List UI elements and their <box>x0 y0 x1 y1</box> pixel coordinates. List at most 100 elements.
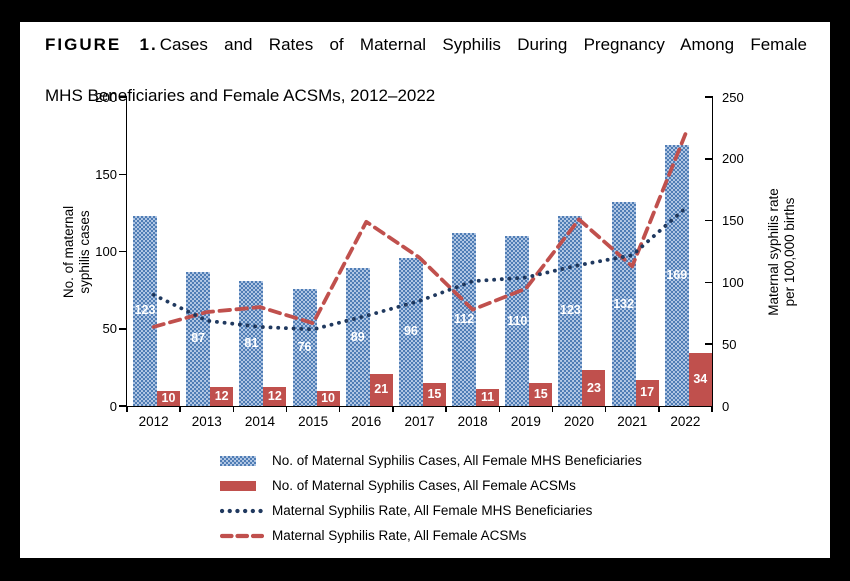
acsm-cases-bar: 17 <box>635 379 659 406</box>
acsm-cases-bar-value: 17 <box>640 385 655 400</box>
mhs-cases-bar-value: 81 <box>244 335 259 350</box>
x-axis-tick <box>392 406 394 412</box>
mhs-cases-bar: 169 <box>664 144 689 406</box>
figure-page: FIGURE 1. Cases and Rates of Maternal Syp… <box>20 22 830 558</box>
x-axis-tick <box>126 406 128 412</box>
x-tick-label: 2015 <box>298 414 329 429</box>
legend-item-label: Maternal Syphilis Rate, All Female ACSMs <box>272 528 527 543</box>
right-axis-line <box>711 96 714 407</box>
legend-item-label: Maternal Syphilis Rate, All Female MHS B… <box>272 503 593 518</box>
x-axis-tick <box>604 406 607 412</box>
figure-title-line2: MHS Beneficiaries and Female ACSMs, 2012… <box>45 86 436 105</box>
right-axis-tick-label: 0 <box>722 398 730 414</box>
legend-item-0: No. of Maternal Syphilis Cases, All Fema… <box>220 448 642 473</box>
x-axis-line <box>125 405 713 408</box>
acsm-cases-bar-value: 15 <box>533 386 548 401</box>
right-axis-tick <box>705 343 712 345</box>
acsm-cases-bar-value: 10 <box>321 390 335 405</box>
mhs-cases-bar: 87 <box>186 271 211 406</box>
mhs-cases-bar-value: 123 <box>560 303 581 318</box>
legend-item-2: Maternal Syphilis Rate, All Female MHS B… <box>220 498 642 523</box>
rate-lines-layer <box>151 132 688 332</box>
right-axis-title-line2: per 100,000 births <box>782 197 797 307</box>
mhs-cases-bar: 96 <box>398 257 423 406</box>
mhs-cases-bar-value: 112 <box>453 311 475 326</box>
acsm-cases-bar: 21 <box>369 373 393 406</box>
acsm-cases-bar-value: 12 <box>214 389 229 404</box>
acsm-cases-bar-value: 10 <box>161 390 176 405</box>
legend-item-1: No. of Maternal Syphilis Cases, All Fema… <box>220 473 642 498</box>
x-tick-label: 2017 <box>404 414 435 429</box>
left-axis-tick <box>119 250 126 253</box>
acsm-cases-bar: 23 <box>582 370 606 406</box>
right-axis-title: Maternal syphilis rate per 100,000 birth… <box>766 142 800 362</box>
x-tick-label: 2018 <box>457 414 488 429</box>
right-axis-tick <box>705 158 712 160</box>
red-solid-legend-swatch <box>220 480 264 491</box>
left-axis-tick <box>119 173 126 175</box>
right-axis-tick <box>705 405 712 407</box>
x-axis-tick <box>711 406 713 412</box>
mhs-rate-line <box>151 206 688 332</box>
chart-legend: No. of Maternal Syphilis Cases, All Fema… <box>220 448 642 548</box>
x-tick-label: 2013 <box>191 414 222 429</box>
left-axis-tick-label: 100 <box>95 244 117 259</box>
mhs-cases-bar: 89 <box>345 268 370 406</box>
acsm-cases-bar: 12 <box>210 387 234 406</box>
figure-title-line1: FIGURE 1. Cases and Rates of Maternal Syp… <box>45 32 807 84</box>
x-tick-label: 2022 <box>670 414 701 429</box>
x-axis-tick <box>179 406 181 412</box>
x-axis-tick <box>551 406 554 412</box>
mhs-cases-bar-value: 110 <box>507 313 528 328</box>
x-axis-tick <box>445 406 447 412</box>
mhs-cases-bar-value: 169 <box>666 267 688 282</box>
mhs-cases-bar-value: 89 <box>350 329 365 344</box>
mhs-cases-bar-value: 76 <box>297 339 312 354</box>
mhs-cases-bar: 81 <box>239 280 264 406</box>
x-tick-label: 2020 <box>564 414 595 429</box>
mhs-cases-bar-value: 87 <box>191 331 206 346</box>
x-axis-tick <box>658 406 660 412</box>
right-axis-tick-label: 50 <box>722 336 737 352</box>
acsm-cases-bar: 10 <box>157 390 180 406</box>
acsm-cases-bar: 12 <box>263 387 287 406</box>
x-axis-tick <box>338 406 341 412</box>
x-tick-label: 2021 <box>617 414 648 429</box>
red-dashed-swatch-line <box>220 533 264 538</box>
mhs-cases-bar-value: 123 <box>134 303 156 318</box>
navy-dotted-swatch-line <box>220 508 264 513</box>
left-axis-line <box>125 96 128 407</box>
navy-dotted-legend-swatch <box>220 505 264 517</box>
right-axis-title-line1: Maternal syphilis rate <box>766 188 781 316</box>
legend-item-label: No. of Maternal Syphilis Cases, All Fema… <box>272 478 576 493</box>
x-tick-label: 2014 <box>244 414 275 429</box>
mhs-cases-bar: 76 <box>292 288 317 406</box>
figure-title: FIGURE 1. Cases and Rates of Maternal Syp… <box>45 32 807 108</box>
mhs-cases-bar-value: 96 <box>403 324 418 339</box>
chart-area: No. of maternal syphilis cases Maternal … <box>20 22 830 558</box>
mhs-cases-bar: 110 <box>505 236 530 406</box>
right-axis-tick-label: 250 <box>722 89 744 105</box>
mhs-cases-bar-value: 132 <box>613 296 635 311</box>
figure-title-text1: Cases and Rates of Maternal Syphilis Dur… <box>159 35 808 54</box>
left-axis-tick <box>119 328 126 330</box>
legend-item-3: Maternal Syphilis Rate, All Female ACSMs <box>220 523 642 548</box>
mhs-cases-bar: 132 <box>611 202 636 406</box>
acsm-cases-bar: 11 <box>476 389 500 406</box>
red-solid-swatch-rect <box>220 480 256 491</box>
left-axis-tick <box>119 405 126 407</box>
mhs-cases-bar: 123 <box>133 215 157 406</box>
right-axis-tick-label: 100 <box>722 274 744 290</box>
acsm-cases-bar: 15 <box>529 382 553 406</box>
mhs-cases-bar: 123 <box>558 215 583 406</box>
legend-item-label: No. of Maternal Syphilis Cases, All Fema… <box>272 453 642 468</box>
acsm-rate-line <box>151 132 688 329</box>
mhs-cases-bar: 112 <box>452 232 477 406</box>
acsm-cases-bar-value: 34 <box>693 372 708 387</box>
left-axis-tick-label: 200 <box>95 89 117 105</box>
acsm-cases-bar-value: 21 <box>374 382 389 397</box>
left-axis-tick <box>119 96 126 98</box>
blue-pattern-swatch-rect <box>220 455 256 466</box>
acsm-cases-bar: 10 <box>316 390 340 406</box>
